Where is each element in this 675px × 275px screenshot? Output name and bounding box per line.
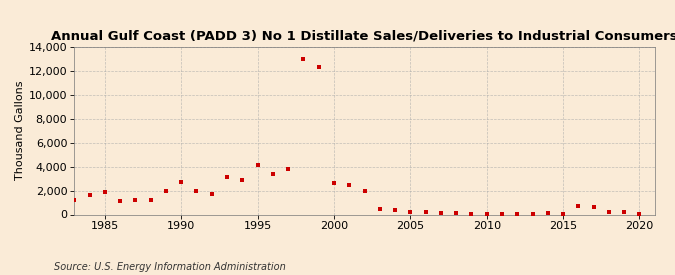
Title: Annual Gulf Coast (PADD 3) No 1 Distillate Sales/Deliveries to Industrial Consum: Annual Gulf Coast (PADD 3) No 1 Distilla…: [51, 30, 675, 43]
Point: [375, 206, 385, 211]
Point: [558, 211, 568, 216]
Point: [481, 212, 492, 216]
Point: [99, 189, 110, 194]
Point: [603, 210, 614, 214]
Point: [543, 211, 554, 216]
Point: [267, 172, 278, 176]
Point: [359, 188, 370, 193]
Text: Source: U.S. Energy Information Administration: Source: U.S. Energy Information Administ…: [54, 262, 286, 272]
Point: [389, 208, 400, 213]
Point: [191, 189, 202, 193]
Point: [221, 175, 232, 180]
Point: [573, 204, 584, 208]
Point: [130, 198, 141, 202]
Point: [512, 212, 522, 216]
Point: [527, 212, 538, 216]
Point: [634, 212, 645, 216]
Point: [69, 198, 80, 202]
Point: [115, 199, 126, 204]
Point: [451, 211, 462, 216]
Point: [84, 192, 95, 197]
Point: [421, 210, 431, 214]
Point: [588, 205, 599, 210]
Point: [237, 178, 248, 182]
Y-axis label: Thousand Gallons: Thousand Gallons: [15, 81, 24, 180]
Point: [329, 181, 340, 186]
Point: [405, 209, 416, 214]
Point: [176, 180, 186, 184]
Point: [298, 57, 308, 61]
Point: [145, 198, 156, 202]
Point: [207, 192, 217, 196]
Point: [344, 182, 354, 187]
Point: [619, 210, 630, 214]
Point: [161, 189, 171, 193]
Point: [313, 65, 324, 69]
Point: [283, 167, 294, 171]
Point: [252, 163, 263, 167]
Point: [466, 212, 477, 216]
Point: [497, 212, 508, 216]
Point: [435, 210, 446, 215]
